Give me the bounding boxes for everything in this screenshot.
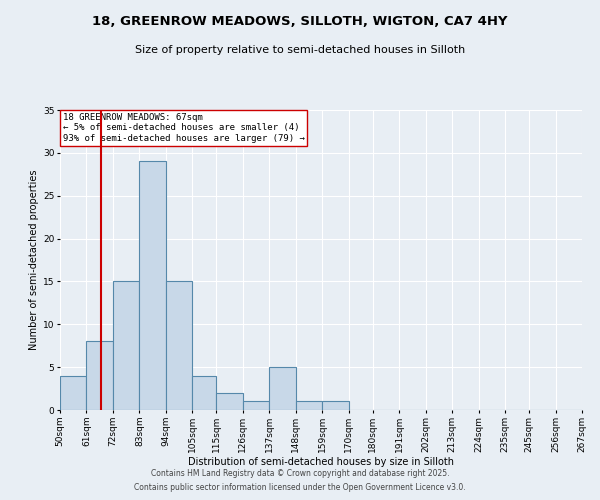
Bar xyxy=(269,367,296,410)
Bar xyxy=(86,342,113,410)
Bar xyxy=(243,402,269,410)
Bar xyxy=(139,162,166,410)
Bar xyxy=(322,402,349,410)
Text: Contains public sector information licensed under the Open Government Licence v3: Contains public sector information licen… xyxy=(134,484,466,492)
Bar xyxy=(193,376,217,410)
Bar xyxy=(60,376,86,410)
Bar xyxy=(166,282,193,410)
Bar xyxy=(113,282,139,410)
Text: 18, GREENROW MEADOWS, SILLOTH, WIGTON, CA7 4HY: 18, GREENROW MEADOWS, SILLOTH, WIGTON, C… xyxy=(92,15,508,28)
X-axis label: Distribution of semi-detached houses by size in Silloth: Distribution of semi-detached houses by … xyxy=(188,458,454,468)
Text: 18 GREENROW MEADOWS: 67sqm
← 5% of semi-detached houses are smaller (4)
93% of s: 18 GREENROW MEADOWS: 67sqm ← 5% of semi-… xyxy=(62,113,304,143)
Text: Contains HM Land Registry data © Crown copyright and database right 2025.: Contains HM Land Registry data © Crown c… xyxy=(151,468,449,477)
Bar xyxy=(217,393,243,410)
Y-axis label: Number of semi-detached properties: Number of semi-detached properties xyxy=(29,170,39,350)
Bar xyxy=(296,402,322,410)
Text: Size of property relative to semi-detached houses in Silloth: Size of property relative to semi-detach… xyxy=(135,45,465,55)
